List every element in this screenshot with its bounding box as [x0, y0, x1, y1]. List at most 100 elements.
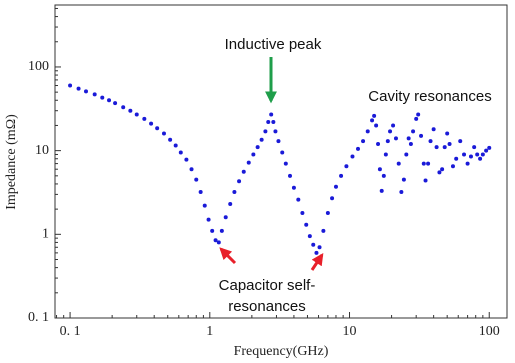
- data-point: [194, 177, 199, 182]
- arrow: [310, 253, 324, 271]
- data-point: [288, 173, 293, 178]
- data-point: [454, 156, 459, 161]
- data-point: [450, 164, 455, 169]
- data-point: [379, 188, 384, 193]
- x-tick-label: 10: [343, 324, 357, 339]
- data-point: [393, 136, 398, 141]
- data-point: [255, 145, 260, 150]
- annotation: Cavity resonances: [368, 88, 491, 105]
- data-point: [414, 116, 419, 121]
- data-point: [121, 105, 126, 110]
- data-point: [440, 167, 445, 172]
- data-point: [142, 116, 147, 121]
- data-point: [330, 196, 335, 201]
- data-point: [339, 173, 344, 178]
- data-point: [437, 170, 442, 175]
- data-point: [155, 126, 160, 131]
- data-point: [161, 131, 166, 136]
- data-point: [406, 136, 411, 141]
- data-point: [383, 152, 388, 157]
- data-point: [374, 123, 379, 128]
- data-point: [178, 150, 183, 155]
- data-point: [465, 161, 470, 166]
- data-point: [283, 161, 288, 166]
- data-point: [442, 145, 447, 150]
- data-point: [431, 127, 436, 132]
- data-point: [365, 129, 370, 134]
- data-point: [408, 142, 413, 147]
- data-point: [385, 139, 390, 144]
- data-point: [419, 133, 424, 138]
- data-point: [396, 161, 401, 166]
- data-point: [300, 210, 305, 215]
- data-point: [314, 250, 319, 255]
- data-point: [263, 129, 268, 134]
- data-point: [216, 240, 221, 245]
- data-point: [149, 121, 154, 126]
- plot-frame: [54, 4, 508, 319]
- data-point: [246, 160, 251, 165]
- data-point: [266, 119, 271, 124]
- data-point: [271, 119, 276, 124]
- data-point: [421, 161, 426, 166]
- data-point: [198, 190, 203, 195]
- y-tick-label: 0. 1: [28, 310, 49, 325]
- data-point: [184, 157, 189, 162]
- data-point: [416, 112, 421, 117]
- data-point: [317, 245, 322, 250]
- data-point: [241, 169, 246, 174]
- data-point: [291, 185, 296, 190]
- data-point: [210, 228, 215, 233]
- data-point: [487, 145, 492, 150]
- data-point: [228, 202, 233, 207]
- data-point: [76, 86, 81, 91]
- data-point: [462, 152, 467, 157]
- data-point: [480, 152, 485, 157]
- data-point: [213, 238, 218, 243]
- data-point: [92, 92, 97, 97]
- data-point: [296, 197, 301, 202]
- x-axis-label: Frequency(GHz): [234, 344, 329, 359]
- data-point: [321, 228, 326, 233]
- arrow: [219, 247, 237, 265]
- data-point: [401, 177, 406, 182]
- data-point: [404, 152, 409, 157]
- annotation: resonances: [228, 298, 306, 315]
- x-tick-label: 1: [206, 324, 213, 339]
- y-tick-label: 10: [35, 143, 49, 158]
- y-tick-label: 1: [42, 227, 49, 242]
- data-point: [304, 222, 309, 227]
- data-point: [68, 83, 73, 88]
- data-point: [388, 129, 393, 134]
- data-point: [356, 146, 361, 151]
- x-tick-label: 100: [479, 324, 500, 339]
- annotation: Inductive peak: [225, 36, 322, 53]
- data-point: [468, 154, 473, 159]
- data-point: [107, 98, 112, 103]
- data-point: [423, 178, 428, 183]
- data-point: [333, 184, 338, 189]
- data-point: [259, 137, 264, 142]
- data-point: [237, 179, 242, 184]
- data-point: [232, 190, 237, 195]
- data-point: [128, 108, 133, 113]
- data-point: [251, 152, 256, 157]
- data-point: [411, 129, 416, 134]
- data-point: [458, 139, 463, 144]
- data-point: [434, 145, 439, 150]
- x-tick-label: 0. 1: [60, 324, 81, 339]
- data-point: [168, 137, 173, 142]
- data-point: [478, 156, 483, 161]
- data-point: [280, 150, 285, 155]
- data-point: [447, 142, 452, 147]
- data-point: [100, 95, 105, 100]
- data-point: [445, 131, 450, 136]
- data-point: [269, 112, 274, 117]
- data-point: [83, 89, 88, 94]
- data-point: [391, 123, 396, 128]
- data-point: [399, 190, 404, 195]
- data-point: [344, 164, 349, 169]
- data-point: [428, 139, 433, 144]
- data-point: [273, 129, 278, 134]
